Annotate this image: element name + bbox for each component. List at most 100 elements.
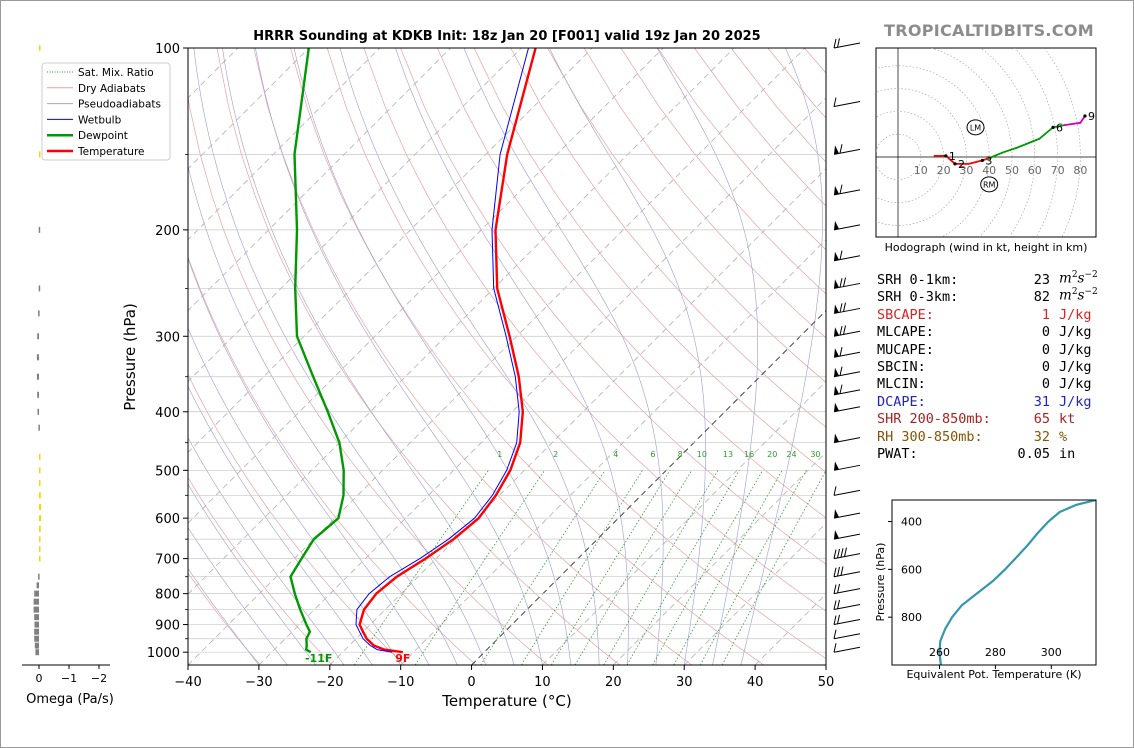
x-tick-label: −10 (387, 675, 414, 690)
omega-bar (39, 453, 41, 460)
wind-barb-feather (837, 599, 840, 609)
wind-barb-feather (837, 38, 840, 48)
wind-barb-staff (833, 646, 861, 653)
wind-barb-feather (833, 615, 837, 625)
y-tick-label: 600 (155, 512, 180, 527)
mixing-ratio-line (353, 470, 489, 665)
wind-barb-flag (834, 348, 839, 358)
y-tick-label: 200 (155, 224, 180, 239)
mixing-ratio-line (574, 470, 693, 665)
index-row: MUCAPE: 0 J/kg (877, 342, 1117, 359)
hodograph-ring-label: 80 (1073, 164, 1087, 177)
wind-barb-staff (833, 553, 861, 560)
index-value: 65 (1033, 411, 1050, 428)
wind-barb (833, 402, 861, 413)
theta-e-plot (938, 500, 1096, 665)
mixing-ratio-line (414, 470, 546, 665)
x-tick-label: 40 (747, 675, 764, 690)
storm-motion-label: RM (983, 180, 996, 189)
hodograph-height-label: 3 (985, 154, 992, 167)
isotherm-line (400, 239, 826, 665)
index-value: 82 (1033, 289, 1050, 306)
wind-barb-feather (839, 326, 843, 336)
dry-adiabat-line (547, 48, 826, 383)
theta-e-x-label: Equivalent Pot. Temperature (K) (906, 668, 1081, 681)
index-value: 0.05 (1017, 445, 1050, 462)
index-row: PWAT: 0.05 in (877, 446, 1117, 463)
index-unit: % (1059, 428, 1068, 445)
wind-barb (833, 38, 861, 49)
index-unit: m2s−2 (1059, 270, 1098, 287)
hodograph-segment (967, 159, 984, 165)
wind-barb-feather (839, 347, 843, 357)
hodograph-ring (876, 111, 944, 203)
mixing-ratio-line (721, 470, 826, 665)
wind-barb-staff (833, 330, 861, 337)
wind-barb (833, 486, 861, 496)
mixing-ratio-label: 2 (553, 450, 558, 459)
omega-tick-label: 0 (36, 672, 43, 685)
wind-barb-feather (833, 549, 837, 559)
mixing-ratio-label: 24 (786, 450, 796, 459)
mixing-ratio-line (673, 470, 783, 665)
index-label: MLCAPE: (877, 324, 934, 341)
legend-label: Temperature (77, 146, 145, 158)
wind-barb-feather (839, 144, 843, 154)
wind-barb-flag (834, 185, 839, 195)
omega-bar (39, 536, 41, 543)
index-unit: J/kg (1059, 306, 1092, 323)
omega-bar (34, 628, 39, 635)
dry-adiabat-line (437, 48, 826, 519)
omega-bar (39, 555, 41, 562)
hodograph-caption: Hodograph (wind in kt, height in km) (884, 241, 1088, 254)
index-label: MUCAPE: (877, 341, 934, 358)
index-label: SRH 0-3km: (877, 289, 959, 306)
legend-label: Dewpoint (78, 130, 128, 142)
wind-barb-flag (834, 279, 839, 289)
wind-barb-flag (834, 145, 839, 155)
index-label: SBCAPE: (877, 306, 934, 323)
legend-label: Pseudoadiabats (78, 99, 161, 111)
wind-barb-flag (834, 304, 839, 314)
index-row: SRH 0-1km: 23 m2s−2 (877, 270, 1117, 289)
y-tick-label: 900 (155, 619, 180, 634)
wind-barb (833, 566, 861, 578)
legend-label: Wetbulb (78, 114, 122, 126)
wind-barb-staff (833, 42, 861, 49)
x-tick-label: −30 (245, 675, 272, 690)
hodograph-ring (980, 48, 1036, 237)
x-tick-label: 10 (534, 675, 551, 690)
hodograph-frame (875, 47, 1097, 238)
series-line-dewpoint (289, 48, 345, 654)
isotherm-line (188, 48, 806, 665)
omega-panel: 0 −1 −2 Omega (Pa/s) (22, 45, 114, 707)
hodograph-point (980, 158, 984, 163)
hodograph-point (1083, 114, 1087, 118)
wind-barb-staff (833, 533, 861, 540)
wind-barb-flag (834, 251, 839, 261)
wind-barb-feather (840, 566, 844, 576)
mixing-ratio-label: 6 (650, 450, 655, 459)
hodograph-ring-label: 30 (959, 164, 973, 177)
mixing-ratio-label: 16 (744, 450, 754, 459)
index-value: 0 (1041, 358, 1050, 375)
wind-barb (833, 144, 861, 155)
wind-barb (833, 530, 861, 540)
wind-barb-staff (833, 406, 861, 413)
wind-barb-feather (843, 302, 846, 312)
wind-barb-flag (834, 327, 839, 337)
wind-barb-feather (837, 548, 840, 559)
hodograph-ring-label: 40 (982, 164, 996, 177)
hodograph-segment (1001, 146, 1018, 154)
mixing-ratio-line (699, 470, 807, 665)
hodograph-ring-label: 70 (1051, 164, 1065, 177)
wind-barb-flag (834, 433, 839, 443)
wind-barb-staff (833, 282, 861, 289)
index-unit: J/kg (1059, 393, 1092, 410)
index-label: MLCIN: (877, 376, 926, 393)
omega-bar (39, 525, 41, 532)
skewt-x-label: Temperature (°C) (441, 692, 571, 710)
wind-barb-feather (833, 486, 837, 496)
hodograph-ring-label: 60 (1028, 164, 1042, 177)
y-tick-label: 100 (155, 42, 180, 57)
